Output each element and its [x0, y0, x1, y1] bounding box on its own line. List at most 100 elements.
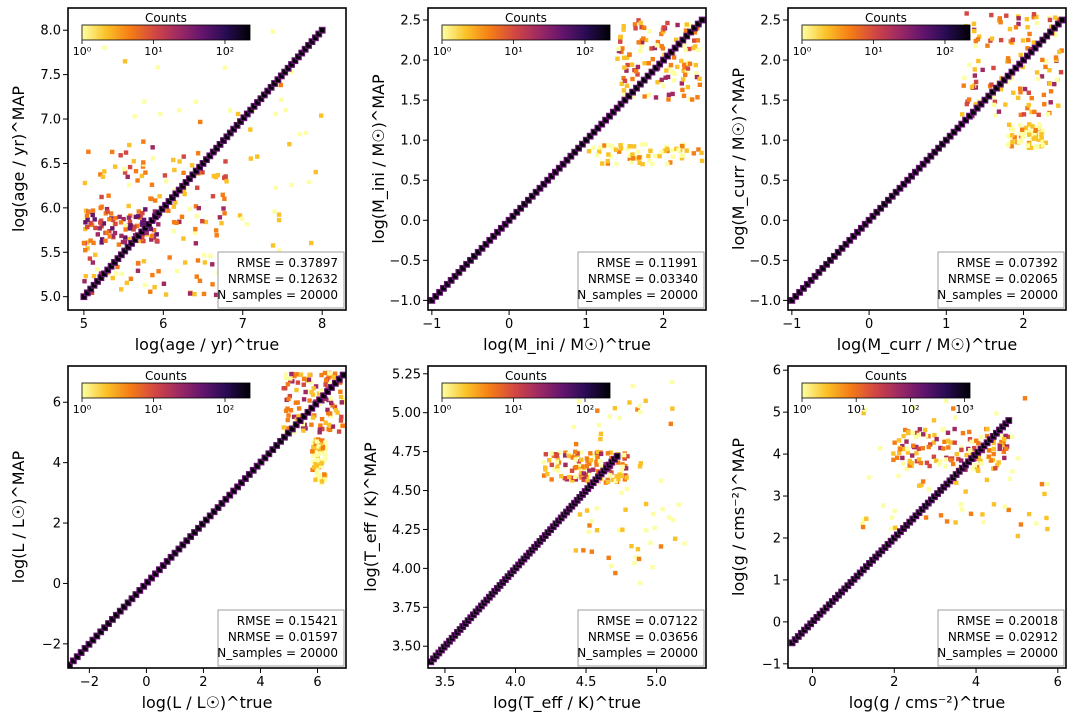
heatmap-cell [946, 445, 951, 450]
heatmap-cell [1004, 13, 1009, 18]
heatmap-cell [327, 427, 333, 433]
heatmap-cell [579, 457, 584, 462]
heatmap-cell [192, 291, 197, 297]
heatmap-cell [1029, 95, 1034, 101]
heatmap-cell [172, 167, 177, 173]
heatmap-cell [321, 458, 327, 464]
diagonal-cell [183, 180, 189, 185]
heatmap-cell [598, 431, 604, 437]
heatmap-cell [83, 208, 89, 213]
heatmap-cell [1006, 507, 1011, 513]
heatmap-cell [861, 410, 866, 416]
diagonal-cell [106, 621, 111, 626]
diagonal-cell [978, 101, 984, 107]
diagonal-cell [149, 218, 155, 223]
colorbar-tick-label: 10⁰ [73, 403, 92, 416]
heatmap-cell [84, 213, 90, 218]
nsamples-label: N_samples = 20000 [937, 646, 1058, 660]
heatmap-cell [1018, 522, 1024, 527]
heatmap-cell [1057, 49, 1062, 55]
heatmap-cell [135, 260, 141, 266]
heatmap-cell [994, 463, 1000, 468]
heatmap-cell [309, 390, 314, 395]
heatmap-cell [319, 416, 325, 422]
diagonal-cell [452, 274, 458, 279]
heatmap-cell [310, 449, 315, 454]
heatmap-cell [283, 107, 288, 113]
heatmap-cell [1019, 127, 1025, 132]
heatmap-cell [585, 459, 590, 464]
heatmap-cell [613, 479, 619, 484]
heatmap-cell [634, 555, 639, 560]
heatmap-cell [607, 414, 612, 419]
heatmap-cell [326, 397, 331, 403]
heatmap-cell [113, 215, 118, 221]
diagonal-cell [68, 662, 72, 668]
y-tick-label: 0.0 [400, 214, 421, 229]
diagonal-cell [180, 184, 185, 189]
diagonal-cell [433, 294, 438, 299]
heatmap-cell [195, 258, 201, 263]
heatmap-cell [110, 217, 116, 223]
heatmap-cell [1032, 109, 1037, 115]
diagonal-cell [874, 210, 880, 215]
heatmap-cell [609, 143, 614, 149]
diagonal-cell [86, 642, 92, 647]
heatmap-cell [909, 453, 915, 458]
heatmap-cell [1006, 133, 1011, 139]
heatmap-cell [276, 212, 282, 217]
diagonal-cell [832, 254, 837, 259]
diagonal-cell [808, 278, 814, 283]
diagonal-cell [649, 69, 655, 75]
heatmap-cell [215, 172, 221, 178]
x-tick-label: 1 [942, 317, 950, 332]
diagonal-cell [669, 49, 674, 55]
heatmap-cell [620, 46, 625, 51]
heatmap-cell [133, 168, 139, 174]
colorbar-gradient [441, 24, 611, 41]
heatmap-cell [620, 462, 625, 467]
diagonal-cell [71, 658, 76, 664]
diagonal-cell [94, 633, 99, 639]
heatmap-cell [102, 169, 107, 174]
heatmap-cell [579, 464, 585, 469]
heatmap-cell [659, 77, 664, 83]
heatmap-cell [91, 273, 97, 279]
heatmap-cell [679, 143, 685, 149]
heatmap-cell [907, 458, 912, 464]
colorbar-label: Counts [865, 369, 907, 383]
heatmap-cell [691, 151, 697, 156]
heatmap-cell [622, 78, 628, 84]
heatmap-cell [664, 146, 670, 152]
x-tick-label: −1 [782, 317, 801, 332]
heatmap-cell [635, 546, 641, 552]
heatmap-cell [1053, 32, 1058, 38]
heatmap-cell [311, 465, 317, 470]
heatmap-cell [142, 282, 148, 288]
heatmap-cell [613, 147, 619, 153]
heatmap-cell [630, 94, 636, 99]
heatmap-cell [313, 477, 318, 482]
nrmse-label: NRMSE = 0.02065 [948, 272, 1058, 286]
colorbar-tick-label: 10⁰ [73, 45, 92, 58]
diagonal-cell [102, 625, 107, 630]
heatmap-cell [287, 141, 292, 147]
heatmap-cell [696, 47, 701, 53]
diagonal-cell [847, 238, 852, 243]
heatmap-cell [141, 259, 147, 264]
nrmse-label: NRMSE = 0.03340 [588, 272, 698, 286]
heatmap-cell [327, 371, 333, 376]
y-axis-label: log(T_eff / K)^MAP [361, 442, 381, 592]
x-tick-label: 7 [239, 317, 247, 332]
heatmap-cell [141, 160, 146, 165]
heatmap-cell [987, 448, 992, 453]
heatmap-cell [617, 415, 622, 421]
colorbar: Counts 10⁰ 10¹ 10² [433, 369, 611, 416]
heatmap-cell [217, 215, 223, 220]
heatmap-cell [181, 154, 186, 159]
heatmap-cell [576, 465, 581, 470]
colorbar-tick-label: 10⁰ [793, 45, 812, 58]
heatmap-cell [644, 528, 649, 533]
heatmap-cell [672, 536, 678, 541]
heatmap-cell [1048, 100, 1053, 105]
